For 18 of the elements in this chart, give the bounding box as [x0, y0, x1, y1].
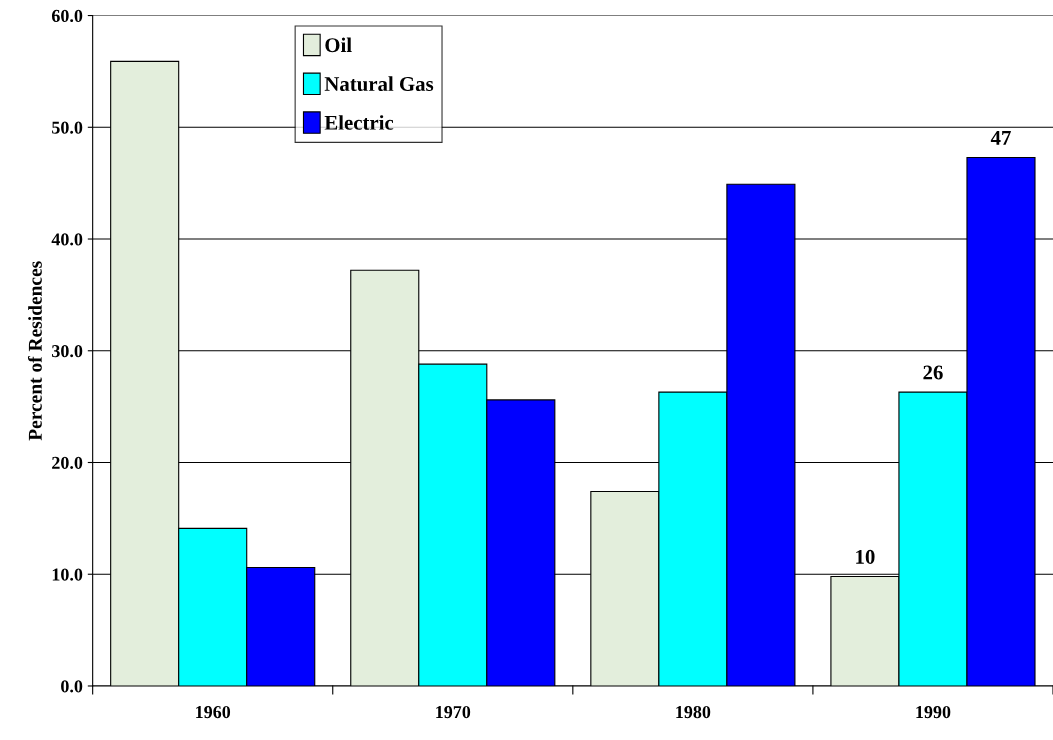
legend-label: Oil	[325, 37, 352, 53]
x-tick-label: 1970	[436, 705, 471, 719]
y-tick-label: 10.0	[52, 568, 83, 581]
legend-label: Natural Gas	[324, 76, 434, 92]
x-tick-label: 1980	[676, 705, 711, 719]
y-tick-label: 20.0	[52, 456, 83, 470]
y-tick-label: 30.0	[52, 345, 83, 358]
y-tick-label: 0.0	[61, 680, 83, 693]
y-axis-title: Percent of Residences	[27, 261, 42, 441]
data-label: 26	[923, 365, 943, 380]
data-label: 47	[990, 130, 1011, 145]
legend-label: Electric	[324, 115, 394, 130]
x-tick-label: 1960	[196, 705, 231, 719]
y-tick-label: 60.0	[51, 9, 83, 23]
y-tick-label: 40.0	[51, 233, 83, 246]
x-tick-label: 1990	[916, 705, 951, 719]
y-tick-label: 50.0	[52, 121, 83, 134]
data-label: 10	[856, 549, 875, 564]
